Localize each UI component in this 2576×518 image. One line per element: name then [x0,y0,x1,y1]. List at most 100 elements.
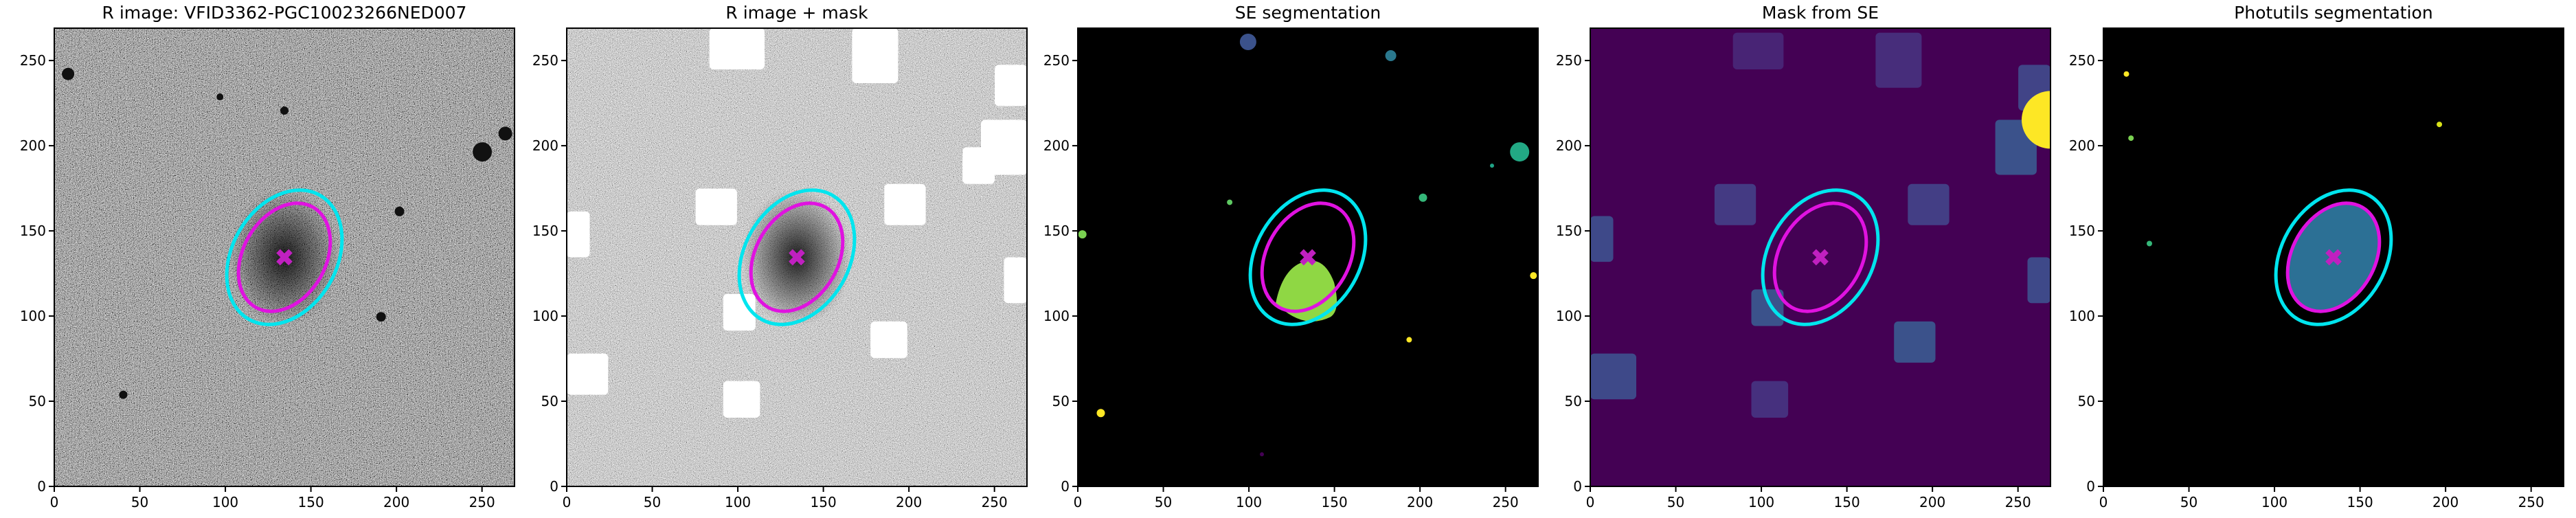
x-tick-label: 50 [131,494,148,510]
mask-blob [2022,91,2050,149]
y-tick-label: 250 [532,52,558,69]
x-tick-label: 50 [2180,494,2197,510]
segment [1260,452,1264,457]
x-tick-label: 250 [982,494,1008,510]
outer-ellipse [737,188,857,326]
star [498,126,512,141]
y-tick-label: 200 [2069,137,2095,154]
x-tick-label: 100 [1748,494,1774,510]
segment [1419,193,1427,202]
y-tick-label: 150 [20,223,46,239]
axes-frame [54,27,515,487]
x-tick-label: 100 [212,494,238,510]
x-tick-label: 0 [1586,494,1595,510]
mask-box [1894,321,1936,363]
image-layer [1590,28,2050,486]
mask-box [1751,289,1784,326]
outer-ellipse [1248,188,1368,326]
y-tick-label: 50 [541,393,558,409]
axes-frame [2103,27,2564,487]
outer-ellipse [1761,188,1880,326]
axes-frame [1077,27,1539,487]
center-marker [2325,249,2342,266]
center-marker [1300,249,1316,266]
x-tick-label: 100 [1236,494,1262,510]
center-marker [276,249,293,266]
mask-box [962,147,995,184]
center-marker [789,249,805,266]
y-tick-label: 0 [37,478,46,495]
mask-box [567,353,609,395]
axes-frame [1590,27,2051,487]
x-tick-label: 50 [1155,494,1172,510]
x-tick-label: 250 [2005,494,2031,510]
mask-box [1732,32,1784,70]
x-tick-label: 50 [644,494,661,510]
x-tick-label: 100 [725,494,751,510]
x-tick-label: 0 [2099,494,2108,510]
mask-box [723,381,760,418]
y-tick-label: 100 [532,308,558,324]
mask-box [567,211,590,258]
segment [1510,142,1530,162]
segment [1490,164,1494,168]
x-tick-label: 250 [1493,494,1519,510]
outer-ellipse [225,188,344,326]
y-tick-label: 0 [1573,478,1582,495]
segment [2123,71,2129,77]
y-tick-label: 200 [20,137,46,154]
star [62,67,75,80]
inner-ellipse [1772,201,1868,313]
image-layer [1078,28,1538,486]
star [280,106,289,115]
x-tick-label: 100 [2261,494,2287,510]
panel [1077,27,1539,487]
y-tick-label: 250 [2069,52,2095,69]
mask-box [884,183,926,225]
y-tick-label: 150 [1556,223,1582,239]
x-tick-label: 150 [298,494,324,510]
y-tick-label: 150 [2069,223,2095,239]
mask-box [1590,216,1614,262]
star [376,312,386,322]
inner-ellipse [1260,201,1356,313]
y-tick-label: 250 [1043,52,1070,69]
x-tick-label: 200 [1407,494,1433,510]
mask-box [1590,353,1636,400]
mask-box [695,188,737,225]
panel-title: SE segmentation [1235,3,1381,23]
segment [1096,409,1105,418]
y-tick-label: 200 [1556,137,1582,154]
mask-box [852,28,899,84]
image-layer [567,28,1027,486]
mask-box [1875,32,1922,88]
y-tick-label: 150 [1043,223,1070,239]
mask-box [1714,183,1756,225]
y-tick-label: 200 [532,137,558,154]
mask-box [2027,257,2050,304]
y-tick-label: 250 [20,52,46,69]
outer-ellipse [2274,188,2393,326]
y-tick-label: 200 [1043,137,1070,154]
star [473,142,493,162]
y-tick-label: 100 [1043,308,1070,324]
x-tick-label: 0 [1074,494,1083,510]
x-tick-label: 200 [896,494,922,510]
panel [54,27,515,487]
star [216,93,224,101]
segment [2147,240,2152,247]
x-tick-label: 200 [383,494,409,510]
mask-box [1751,381,1789,418]
x-tick-label: 150 [811,494,837,510]
x-tick-label: 150 [2347,494,2373,510]
y-tick-label: 50 [29,393,46,409]
segment [1276,260,1337,322]
center-marker [1812,249,1829,266]
segment [1239,34,1256,51]
image-layer [54,28,515,486]
y-tick-label: 100 [20,308,46,324]
y-tick-label: 50 [2078,393,2095,409]
mask-box [709,28,765,70]
segment [1385,50,1397,62]
star [119,390,128,399]
